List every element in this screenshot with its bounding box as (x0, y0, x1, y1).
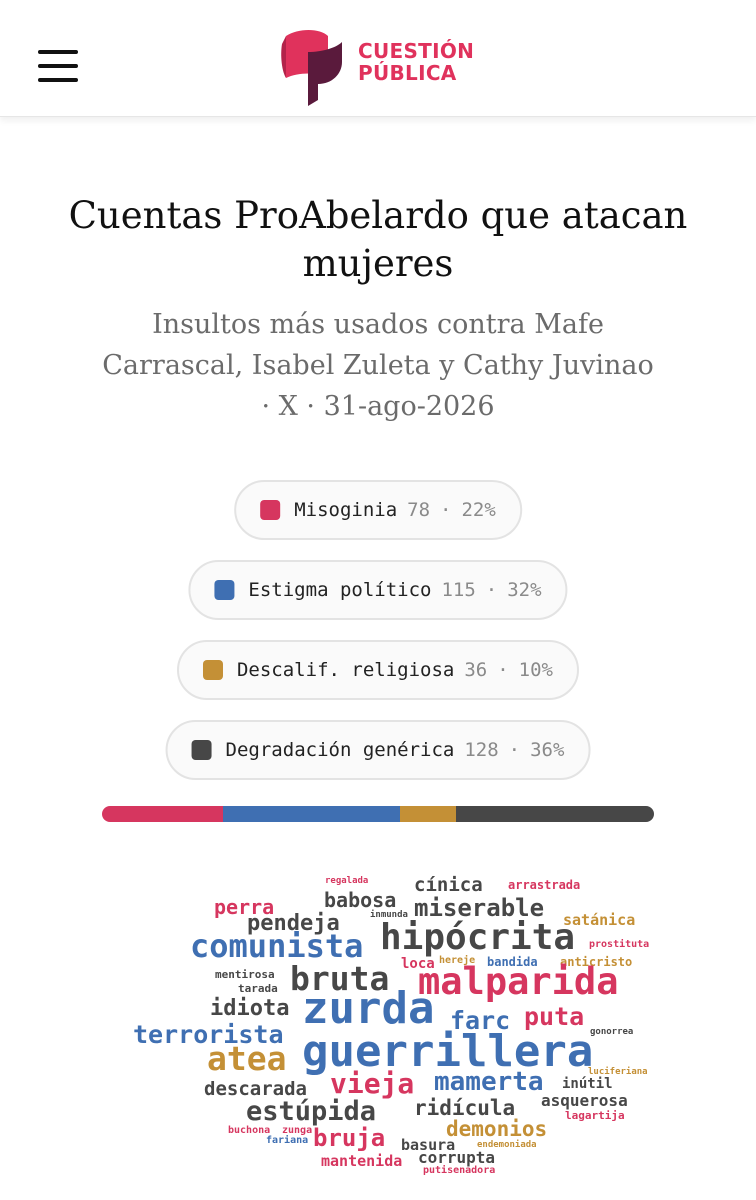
stacked-share-bar (102, 806, 654, 822)
menu-icon-bar (38, 64, 78, 68)
bar-segment (456, 806, 654, 822)
cloud-word: vieja (330, 1067, 415, 1100)
legend-item[interactable]: Misoginia 78 · 22% (234, 480, 522, 540)
legend-swatch (260, 500, 281, 520)
logo-mark-icon (281, 30, 342, 106)
legend-item[interactable]: Descalif. religiosa 36 · 10% (176, 640, 580, 700)
cloud-word: guerrillera (302, 1026, 594, 1077)
cloud-word: satánica (563, 911, 636, 929)
cloud-word: zurda (302, 983, 435, 1034)
logo-text-line1: CUESTIÓN (358, 39, 475, 63)
bar-segment (102, 806, 223, 822)
legend-label: Estigma político (248, 579, 432, 601)
bar-segment (400, 806, 457, 822)
cloud-word: asquerosa (541, 1091, 628, 1110)
cloud-word: demonios (446, 1117, 548, 1141)
chart-subtitle: Insultos más usados contra Mafe Carrasca… (102, 309, 654, 422)
cloud-word: cínica (414, 874, 483, 896)
legend-percent: 36% (530, 739, 565, 761)
cloud-word: mentirosa (215, 968, 275, 981)
cloud-word: loca (401, 956, 435, 972)
cloud-word: ridícula (414, 1096, 516, 1120)
cloud-word: lagartija (565, 1109, 625, 1122)
cloud-word: descarada (204, 1078, 307, 1100)
legend-label: Degradación genérica (225, 739, 455, 761)
bar-segment (222, 806, 401, 822)
cloud-word: tarada (238, 982, 278, 995)
cloud-word: bruja (313, 1124, 386, 1152)
legend-percent: 22% (461, 499, 496, 521)
legend-separator: · (497, 659, 509, 681)
cloud-word: perra (214, 895, 275, 919)
cloud-word: inmunda (370, 910, 408, 920)
cloud-word: regalada (325, 876, 369, 886)
legend-label: Misoginia (294, 499, 398, 521)
logo-text-line2: PÚBLICA (358, 61, 457, 85)
menu-icon-bar (38, 50, 78, 54)
site-logo[interactable]: CUESTIÓN PÚBLICA (278, 26, 488, 110)
legend-item[interactable]: Degradación genérica 128 · 36% (165, 720, 591, 780)
word-cloud: regalada cínica arrastrada perra babosa miser… (0, 860, 756, 1190)
cloud-word: endemoniada (477, 1140, 537, 1150)
cloud-word: basura (401, 1136, 456, 1154)
legend-swatch (214, 580, 235, 600)
cloud-word: prostituta (589, 939, 650, 950)
legend-label: Descalif. religiosa (236, 659, 455, 681)
cloud-word: inútil (562, 1076, 613, 1092)
cloud-word: bandida (487, 955, 538, 969)
legend-percent: 10% (518, 659, 554, 681)
cloud-word: arrastrada (508, 878, 581, 892)
cloud-word: anticristo (560, 955, 633, 969)
cloud-word: comunista (190, 927, 364, 965)
cloud-word: gonorrea (590, 1027, 634, 1037)
logo-text: CUESTIÓN PÚBLICA (358, 40, 474, 84)
legend-separator: · (508, 739, 521, 761)
cloud-word: malparida (418, 960, 619, 1003)
cloud-word: corrupta (418, 1148, 496, 1167)
cloud-word: fariana (266, 1135, 309, 1146)
legend-count: 115 (441, 579, 476, 601)
cloud-word: hipócrita (380, 917, 576, 958)
cloud-word: mantenida (321, 1152, 403, 1170)
legend-count: 78 (407, 499, 431, 521)
site-header: CUESTIÓN PÚBLICA (0, 0, 756, 117)
cloud-word: pendeja (247, 911, 340, 936)
cloud-word: atea (207, 1039, 287, 1078)
legend-separator: · (485, 579, 498, 601)
cloud-word: terrorista (133, 1020, 284, 1049)
cloud-word: hereje (439, 955, 476, 966)
legend-swatch (202, 660, 223, 680)
cloud-word: mamerta (434, 1067, 544, 1097)
legend-percent: 32% (507, 579, 542, 601)
cloud-word: puta (524, 1002, 585, 1031)
cloud-word: babosa (324, 888, 397, 912)
cloud-word: idiota (210, 996, 290, 1021)
cloud-word: farc (450, 1006, 511, 1035)
legend-count: 36 (464, 659, 488, 681)
cloud-word: estúpida (246, 1096, 377, 1127)
cloud-word: putisenadora (423, 1165, 496, 1176)
cloud-word: zunga (282, 1125, 313, 1136)
cloud-word: buchona (228, 1125, 271, 1136)
legend-item[interactable]: Estigma político 115 · 32% (188, 560, 568, 620)
chart-title: Cuentas ProAbelardo que atacan mujeres (68, 194, 688, 285)
legend-swatch (191, 740, 212, 760)
cloud-word: miserable (414, 894, 545, 922)
legend-separator: · (440, 499, 452, 521)
legend-count: 128 (464, 739, 499, 761)
cloud-word: luciferiana (588, 1067, 648, 1077)
cloud-word: bruta (290, 959, 390, 998)
menu-icon-bar (38, 78, 78, 82)
menu-icon[interactable] (38, 50, 78, 82)
